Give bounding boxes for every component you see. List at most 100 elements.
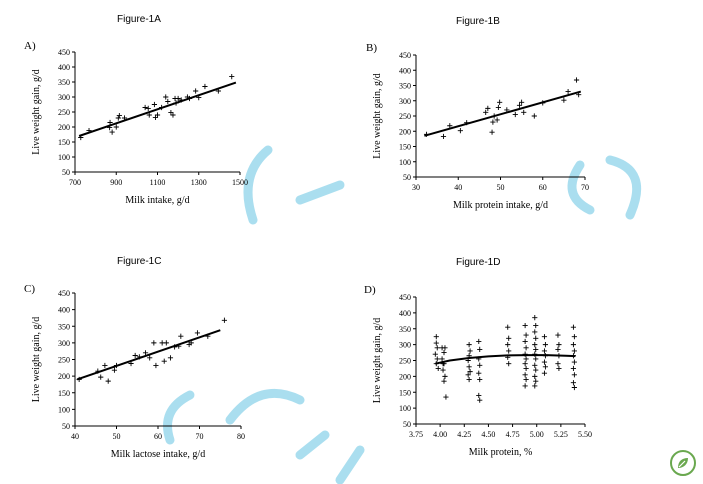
panel-a-heading: Figure-1A xyxy=(117,14,161,25)
data-point xyxy=(76,376,82,383)
y-tick-label: 250 xyxy=(58,356,70,365)
data-point xyxy=(485,105,491,111)
y-tick-label: 350 xyxy=(399,82,411,91)
data-point xyxy=(173,100,179,106)
data-point xyxy=(132,352,138,359)
data-point xyxy=(523,376,529,383)
data-point xyxy=(467,369,473,375)
data-point xyxy=(556,365,562,372)
data-point xyxy=(505,324,511,330)
data-point xyxy=(533,378,539,384)
data-point xyxy=(504,107,510,113)
panel-d-letter: D) xyxy=(364,284,376,296)
y-tick-label: 450 xyxy=(399,51,411,60)
data-point xyxy=(542,364,549,370)
chart-panel-d: 50 100 150 200 250 300 350 400 450 3.75 4.00 4.25 4.… xyxy=(372,293,592,458)
data-point xyxy=(466,364,472,370)
data-point xyxy=(533,335,539,341)
x-tick-label: 5.25 xyxy=(554,430,568,439)
y-tick-label: 100 xyxy=(58,405,70,414)
y-tick-label: 450 xyxy=(58,48,70,57)
data-point xyxy=(440,133,447,140)
y-tick-label: 150 xyxy=(399,388,411,397)
data-point xyxy=(107,119,113,126)
data-point xyxy=(561,97,567,103)
x-tick-label: 50 xyxy=(497,183,505,192)
data-point xyxy=(521,109,527,115)
data-point xyxy=(542,353,549,359)
data-point xyxy=(172,344,178,350)
data-point xyxy=(196,95,202,101)
y-tick-label: 50 xyxy=(403,173,411,182)
y-tick-label: 350 xyxy=(58,322,70,331)
y-tick-label: 300 xyxy=(399,341,411,350)
x-tick-label: 4.75 xyxy=(506,430,520,439)
data-point xyxy=(467,348,473,354)
data-point xyxy=(541,370,548,376)
data-point xyxy=(102,362,108,369)
data-point xyxy=(215,88,221,94)
data-point xyxy=(571,372,577,378)
data-point xyxy=(163,340,169,346)
x-tick-label: 60 xyxy=(154,432,162,441)
y-tick-label: 150 xyxy=(58,389,70,398)
data-point xyxy=(423,131,430,137)
leaf-badge-icon xyxy=(670,450,696,476)
data-point xyxy=(151,340,157,346)
data-point xyxy=(533,322,539,329)
x-tick-label: 3.75 xyxy=(409,430,423,439)
data-point xyxy=(506,348,512,354)
data-point xyxy=(434,345,440,351)
y-axis-label: Live weight gain, g/d xyxy=(31,69,42,155)
panel-c-heading: Figure-1C xyxy=(117,256,162,267)
data-point xyxy=(533,367,539,373)
data-point xyxy=(506,335,512,341)
data-point xyxy=(170,112,176,118)
data-point xyxy=(495,104,501,111)
x-tick-label: 4.00 xyxy=(433,430,447,439)
data-point xyxy=(441,349,447,356)
data-point xyxy=(115,115,121,121)
y-tick-label: 450 xyxy=(399,293,411,302)
data-point xyxy=(555,361,561,367)
data-point xyxy=(145,105,151,111)
x-tick-label: 80 xyxy=(237,432,245,441)
y-tick-label: 450 xyxy=(58,289,70,298)
y-tick-label: 150 xyxy=(58,138,70,147)
y-tick-label: 200 xyxy=(399,372,411,381)
data-point xyxy=(573,77,580,83)
data-point xyxy=(435,365,441,372)
y-axis-label: Live weight gain, g/d xyxy=(31,317,42,403)
y-tick-label: 400 xyxy=(399,66,411,75)
y-tick-label: 250 xyxy=(399,112,411,121)
x-tick-label: 30 xyxy=(412,183,420,192)
data-point xyxy=(533,346,539,352)
y-tick-label: 200 xyxy=(399,127,411,136)
data-point xyxy=(167,355,174,361)
data-point xyxy=(193,88,199,94)
data-point xyxy=(522,372,528,378)
data-point xyxy=(522,322,528,329)
x-tick-label: 70 xyxy=(196,432,204,441)
data-point xyxy=(541,348,548,354)
data-point xyxy=(465,357,471,364)
data-point xyxy=(522,338,528,345)
data-point xyxy=(505,354,511,360)
data-point xyxy=(433,361,439,367)
data-point xyxy=(186,95,193,102)
y-tick-label: 100 xyxy=(399,404,411,413)
data-point xyxy=(519,99,525,105)
data-point xyxy=(202,83,208,90)
x-tick-label: 70 xyxy=(581,183,589,192)
data-point xyxy=(442,373,448,379)
data-point xyxy=(98,374,104,380)
data-point xyxy=(151,101,158,108)
panel-d-heading: Figure-1D xyxy=(456,257,501,268)
panel-b-heading: Figure-1B xyxy=(456,16,500,27)
data-point xyxy=(532,383,538,389)
x-axis-label: Milk protein, % xyxy=(469,447,533,458)
data-point xyxy=(571,359,577,365)
data-point xyxy=(476,392,482,399)
data-point xyxy=(142,350,149,356)
